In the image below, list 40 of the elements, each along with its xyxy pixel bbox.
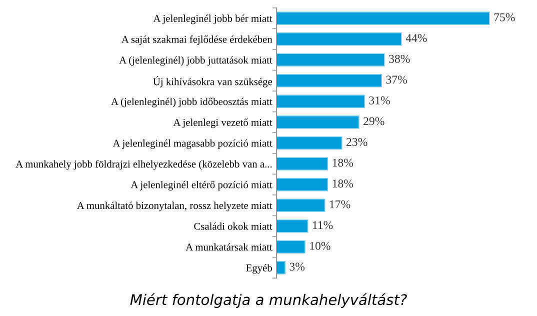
y-tick-label: A jelenleginél magasabb pozíció miatt <box>112 139 272 149</box>
data-label: 23% <box>346 138 368 146</box>
y-tick-label: A munkahely jobb földrajzi elhelyezkedése (közelebb van a... <box>16 160 272 170</box>
y-tick-label: A jelenleginél jobb bér miatt <box>153 14 272 24</box>
data-label: 38% <box>389 54 410 63</box>
y-tick-label: Egyéb <box>246 264 272 274</box>
data-label: 18% <box>332 180 354 188</box>
y-tick-label: A jelenleginél eltérő pozíció miatt <box>130 180 272 190</box>
y-tick-label: A jelenlegi vezető miatt <box>173 118 272 128</box>
data-label: 31% <box>369 96 390 104</box>
bar <box>276 32 402 46</box>
bar <box>276 261 286 274</box>
data-label: 11% <box>312 221 333 230</box>
bar <box>276 74 382 88</box>
bar <box>276 157 328 170</box>
data-label: 44% <box>406 34 427 42</box>
data-label: 3% <box>290 262 305 271</box>
y-tick-label: A munkáltató bizonytalan, rossz helyzete miatt <box>76 202 272 212</box>
bar <box>276 12 490 25</box>
bar <box>276 94 365 108</box>
bar <box>276 178 328 192</box>
y-tick-label: Új kihívásokra van szüksége <box>153 76 272 88</box>
text: Miért fontolgatja a munkahelyváltást? <box>130 293 407 308</box>
bar <box>276 198 326 212</box>
bar <box>276 219 308 233</box>
data-label: 17% <box>330 200 350 208</box>
bar <box>276 116 360 129</box>
data-label: 10% <box>310 242 330 250</box>
y-tick-label: A saját szakmai fejlődése érdekében <box>122 35 272 45</box>
y-tick-label: A munkatársak miatt <box>186 243 272 251</box>
y-tick-label: A (jelenleginél) jobb juttatások miatt <box>119 56 272 66</box>
data-label: 75% <box>494 13 515 22</box>
y-tick-label: A (jelenleginél) jobb időbeosztás miatt <box>111 98 272 108</box>
y-tick-label: Családi okok miatt <box>194 222 272 230</box>
bar <box>276 53 385 67</box>
bar <box>276 240 306 254</box>
data-label: 18% <box>332 158 354 167</box>
data-label: 29% <box>364 117 384 126</box>
bar <box>276 136 342 150</box>
data-label: 37% <box>386 76 407 84</box>
